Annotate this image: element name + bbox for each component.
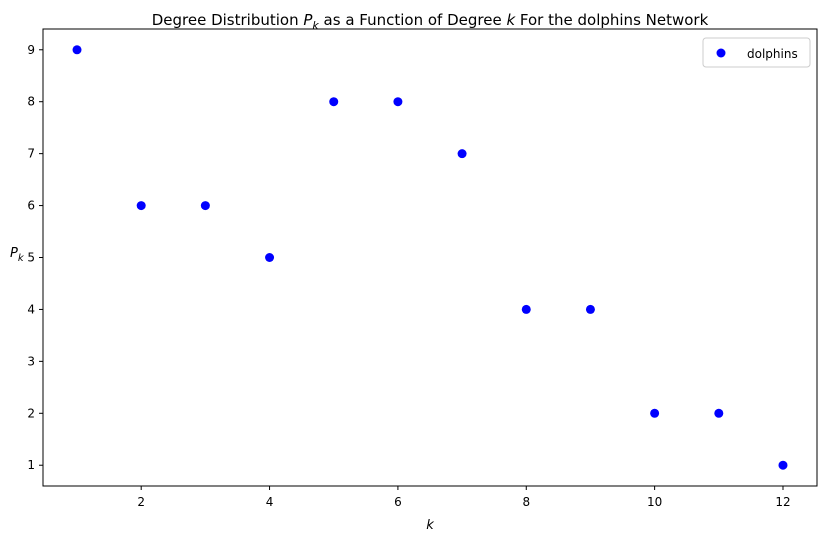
- legend-label: dolphins: [747, 47, 798, 61]
- title-pk-subscript: k: [312, 19, 319, 32]
- data-point: [778, 460, 788, 470]
- y-tick-label: 5: [27, 251, 35, 265]
- data-point: [265, 253, 275, 262]
- data-point: [650, 408, 660, 418]
- y-tick-label: 3: [27, 354, 35, 368]
- y-axis-label-base: P: [10, 246, 18, 261]
- legend: dolphins: [702, 37, 811, 68]
- y-tick-label: 2: [27, 406, 35, 420]
- y-tick-label: 9: [27, 43, 35, 57]
- data-points: [72, 45, 788, 470]
- x-tick-label: 4: [266, 495, 274, 509]
- plot-frame: [42, 28, 818, 487]
- title-suffix: For the dolphins Network: [515, 11, 708, 29]
- data-point: [521, 304, 531, 314]
- y-axis-label: Pk: [10, 246, 25, 264]
- x-axis-label: k: [426, 518, 434, 533]
- x-axis: 2 4 6 8 10 12: [137, 486, 791, 509]
- chart-title: Degree Distribution Pk as a Function of …: [152, 11, 709, 32]
- data-point: [457, 149, 467, 159]
- legend-marker: [716, 48, 726, 58]
- data-point: [714, 408, 724, 418]
- y-tick-label: 6: [27, 199, 35, 213]
- x-tick-label: 8: [522, 495, 530, 509]
- title-middle: as a Function of Degree: [319, 11, 507, 29]
- y-tick-label: 7: [27, 147, 35, 161]
- data-point: [136, 201, 146, 211]
- legend-box: [702, 37, 811, 68]
- y-tick-label: 4: [27, 302, 35, 316]
- y-axis-label-subscript: k: [18, 253, 25, 264]
- title-pk: P: [303, 11, 313, 29]
- x-tick-label: 2: [137, 495, 145, 509]
- x-tick-label: 12: [775, 495, 790, 509]
- data-point: [200, 201, 210, 211]
- data-point: [72, 45, 82, 55]
- x-tick-label: 10: [647, 495, 662, 509]
- y-axis: 1 2 3 4 5 6 7 8 9: [27, 43, 43, 472]
- title-prefix: Degree Distribution: [152, 11, 304, 29]
- data-point: [585, 304, 595, 314]
- y-tick-label: 1: [27, 458, 35, 472]
- data-point: [329, 97, 339, 107]
- y-tick-label: 8: [27, 95, 35, 109]
- data-point: [393, 97, 403, 107]
- title-k: k: [506, 11, 516, 29]
- x-tick-label: 6: [394, 495, 402, 509]
